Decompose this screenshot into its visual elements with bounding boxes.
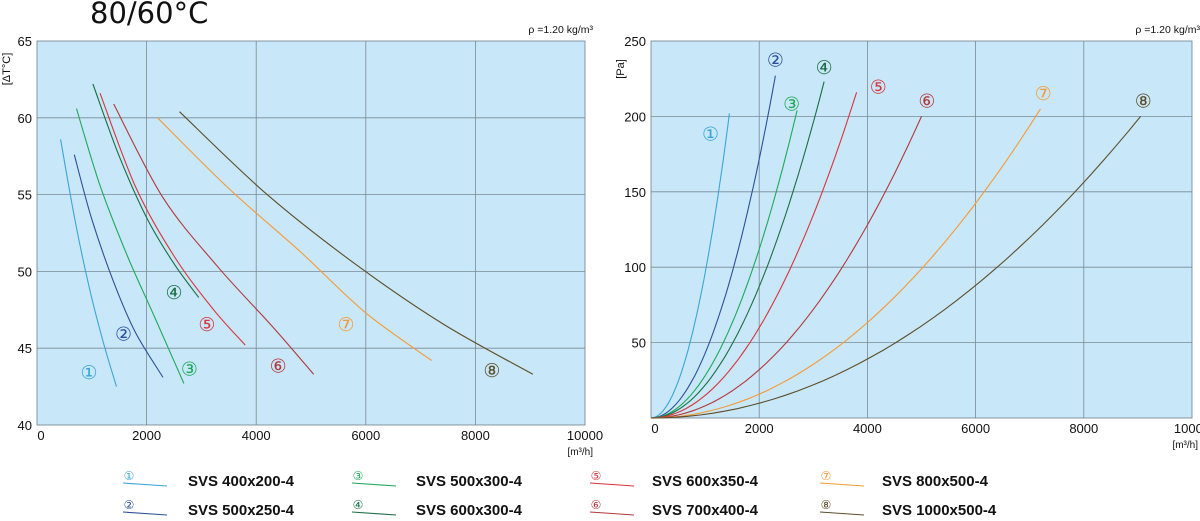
y-tick-label: 60	[18, 111, 32, 126]
x-tick-label: 8000	[461, 428, 490, 443]
series-line-7	[157, 117, 432, 361]
series-line-4	[650, 81, 825, 419]
x-tick-label: 6000	[351, 428, 380, 443]
curve-marker-5: ⑤	[198, 315, 215, 336]
series-line-4	[92, 83, 200, 298]
y-tick-label: 50	[18, 264, 32, 279]
curve-marker-3: ③	[181, 360, 198, 381]
series-line-3	[650, 110, 798, 419]
curve-marker-6: ⑥	[270, 357, 287, 378]
x-tick-label: 10000	[567, 428, 603, 443]
series-line-6	[650, 116, 923, 419]
curve-marker-4: ④	[165, 283, 182, 304]
curve-marker-1: ①	[81, 363, 98, 384]
curve-marker-6: ⑥	[918, 91, 935, 112]
series-line-5	[650, 92, 858, 419]
series-line-2	[73, 154, 164, 378]
curve-marker-4: ④	[816, 58, 833, 79]
pressure-chart: 0 2000 4000 6000 8000 10000 50 100 150 200 250 [m³/…	[615, 24, 1200, 451]
x-tick-label: 0	[651, 421, 658, 436]
x-axis-label: [m³/h]	[1172, 440, 1198, 451]
y-axis-label: [Pa]	[615, 59, 627, 79]
curve-marker-1: ①	[702, 124, 719, 145]
y-tick-label: 65	[18, 34, 32, 49]
y-tick-label: 45	[18, 341, 32, 356]
y-tick-label: 150	[624, 185, 646, 200]
x-tick-label: 6000	[961, 421, 990, 436]
series-line-5	[99, 93, 246, 346]
series-line-3	[75, 108, 185, 384]
y-tick-label: 250	[624, 34, 646, 49]
density-note: ρ =1.20 kg/m³	[1135, 24, 1200, 36]
series-line-8	[179, 111, 534, 375]
x-tick-label: 4000	[242, 428, 271, 443]
plot-frame	[36, 40, 586, 426]
series-line-7	[650, 108, 1041, 419]
x-axis-label: [m³/h]	[567, 447, 593, 458]
y-tick-label: 200	[624, 109, 646, 124]
curve-marker-3: ③	[783, 94, 800, 115]
series-line-1	[650, 113, 730, 419]
series-line-6	[113, 103, 315, 375]
series-line-8	[650, 116, 1142, 419]
series-line-1	[60, 139, 118, 387]
curve-marker-5: ⑤	[870, 78, 887, 99]
page-title: 80/60°C	[90, 0, 209, 30]
x-tick-label: 10000	[1174, 421, 1200, 436]
series-line-2	[650, 75, 776, 419]
x-tick-label: 8000	[1069, 421, 1098, 436]
curve-marker-2: ②	[115, 324, 132, 345]
curve-marker-2: ②	[767, 51, 784, 72]
plot-area	[37, 41, 585, 425]
x-tick-label: 2000	[745, 421, 774, 436]
curve-marker-8: ⑧	[1135, 91, 1152, 112]
curve-marker-8: ⑧	[483, 361, 500, 382]
y-tick-label: 100	[624, 260, 646, 275]
curve-marker-7: ⑦	[338, 315, 355, 336]
temperature-chart: 0 2000 4000 6000 8000 10000 40 45 50 55 60 65 [m³/h]…	[1, 24, 603, 458]
y-axis-label: [ΔT°C]	[1, 53, 13, 86]
plot-frame	[650, 40, 1193, 419]
x-tick-label: 2000	[132, 428, 161, 443]
x-tick-label: 0	[37, 428, 44, 443]
x-tick-label: 4000	[853, 421, 882, 436]
y-tick-label: 50	[632, 336, 646, 351]
y-tick-label: 55	[18, 188, 32, 203]
density-note: ρ =1.20 kg/m³	[528, 24, 593, 36]
y-tick-label: 40	[18, 418, 32, 433]
curve-marker-7: ⑦	[1035, 84, 1052, 105]
